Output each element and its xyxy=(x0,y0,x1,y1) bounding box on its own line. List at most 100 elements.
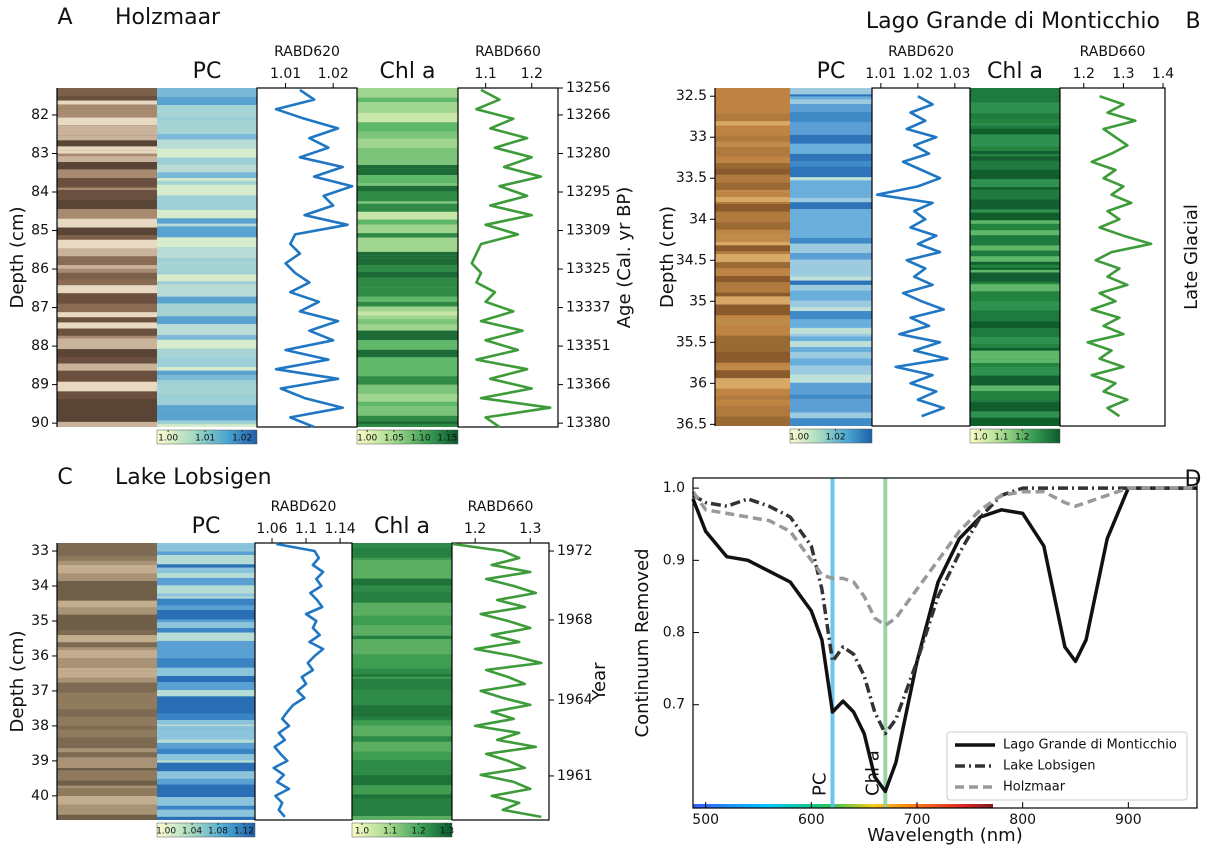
colorbar-tick-label: 1.1 xyxy=(994,433,1008,443)
core-image-band xyxy=(715,405,790,417)
core-image-band xyxy=(352,689,452,696)
core-image-band xyxy=(352,794,452,799)
core-image-band xyxy=(157,367,257,371)
core-image-band xyxy=(157,762,255,772)
core-image-band xyxy=(357,384,458,394)
y-tick-label: 38 xyxy=(31,718,49,734)
core-image-band xyxy=(357,88,458,98)
core-image-band xyxy=(57,560,157,566)
core-image-band xyxy=(790,352,872,359)
core-image-band xyxy=(57,682,157,693)
plot-frame xyxy=(692,477,1198,809)
core-image-band xyxy=(715,292,790,297)
core-image-band xyxy=(970,321,1060,329)
core-image-band xyxy=(157,284,257,291)
x-tick-label: 1.3 xyxy=(1112,66,1134,82)
x-tick-label: 1.02 xyxy=(318,66,349,82)
core-image-band xyxy=(157,409,257,421)
core-image-band xyxy=(352,635,452,640)
legend-box xyxy=(946,731,1188,801)
core-image-band xyxy=(790,290,872,301)
core-image-band xyxy=(57,268,157,273)
core-image-band xyxy=(352,560,452,570)
core-image-band xyxy=(790,259,872,268)
core-image-band xyxy=(157,105,257,108)
y-tick-label: 35 xyxy=(31,613,49,629)
core-image-band xyxy=(157,420,257,425)
core-image-band xyxy=(57,804,157,815)
core-image-band xyxy=(970,223,1060,231)
y2-tick-label: 13256 xyxy=(566,80,611,96)
core-image-band xyxy=(790,232,872,238)
core-image-band xyxy=(715,113,790,119)
core-image-band xyxy=(715,125,790,136)
profile-name: RABD620 xyxy=(271,499,337,515)
core-image-band xyxy=(357,147,458,158)
core-image-band xyxy=(157,184,257,196)
core-image-band xyxy=(970,118,1060,124)
core-image-band xyxy=(790,307,872,312)
core-image-band xyxy=(57,279,157,286)
core-image-band xyxy=(57,642,157,648)
core-image-band xyxy=(790,327,872,334)
core-image-band xyxy=(357,357,458,364)
y-tick-label: 34 xyxy=(689,211,707,227)
core-image-band xyxy=(790,219,872,225)
core-image-band xyxy=(57,573,157,582)
core-image-band xyxy=(970,291,1060,302)
y2-tick-label: 13325 xyxy=(566,261,611,277)
core-image-band xyxy=(715,141,790,148)
core-image-band xyxy=(57,363,157,371)
core-image-band xyxy=(970,281,1060,285)
core-image-band xyxy=(157,405,257,410)
core-image-band xyxy=(715,399,790,406)
core-image-band xyxy=(57,95,157,101)
core-image-band xyxy=(57,399,157,409)
core-image-band xyxy=(357,421,458,425)
core-image-band xyxy=(357,296,458,302)
core-image-band xyxy=(157,290,257,297)
core-image-band xyxy=(57,150,157,154)
core-image-band xyxy=(57,698,157,710)
core-image-band xyxy=(790,112,872,122)
panel-letter: B xyxy=(1185,9,1200,34)
core-image-band xyxy=(970,267,1060,270)
core-image-band xyxy=(57,218,157,228)
core-image-band xyxy=(970,235,1060,246)
core-image-band xyxy=(357,241,458,252)
core-image-band xyxy=(157,585,255,594)
core-image-band xyxy=(715,88,790,94)
core-image-band xyxy=(715,93,790,101)
core-image-band xyxy=(715,241,790,246)
core-image-band xyxy=(715,211,790,223)
core-image-band xyxy=(157,324,257,336)
core-image-band xyxy=(352,785,452,795)
core-image-band xyxy=(157,380,257,385)
core-image-band xyxy=(970,269,1060,273)
core-image-band xyxy=(790,197,872,203)
core-image-band xyxy=(715,365,790,371)
core-image-band xyxy=(715,251,790,254)
core-image-band xyxy=(57,421,157,427)
core-image-band xyxy=(970,350,1060,360)
core-image-band xyxy=(790,104,872,113)
core-image-band xyxy=(157,180,257,185)
core-image-band xyxy=(157,148,257,158)
core-image-band xyxy=(970,399,1060,403)
core-image-band xyxy=(970,134,1060,143)
legend-label: Lago Grande di Monticchio xyxy=(1003,738,1177,753)
core-image-band xyxy=(790,267,872,277)
core-image-band xyxy=(352,639,452,648)
core-image-band xyxy=(157,726,255,729)
core-image-band xyxy=(57,650,157,658)
colorbar-tick-label: 1.2 xyxy=(1015,433,1029,443)
core-image-band xyxy=(357,168,458,176)
core-image-band xyxy=(57,88,157,96)
core-image-band xyxy=(790,276,872,281)
colorbar-tick-label: 1.08 xyxy=(208,827,228,837)
legend-label: Lake Lobsigen xyxy=(1003,759,1096,774)
core-image-band xyxy=(970,199,1060,210)
core-image-band xyxy=(970,328,1060,337)
core-image-band xyxy=(57,737,157,749)
